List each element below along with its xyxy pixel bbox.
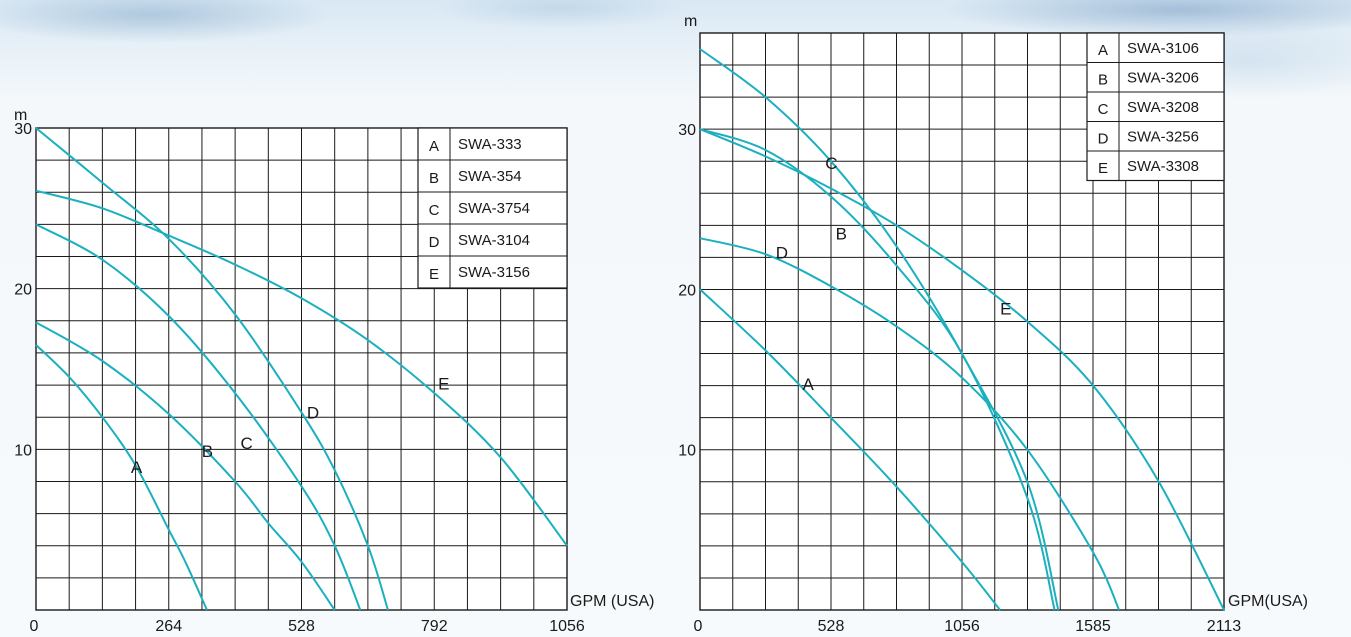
x-tick-label: 1585 <box>1075 618 1111 635</box>
y-axis-label: m <box>684 13 697 30</box>
curve-label-c: C <box>825 154 837 173</box>
series-line-c <box>699 48 1060 611</box>
legend-key: B <box>1098 71 1108 88</box>
curve-label-a: A <box>802 375 814 394</box>
y-axis-label: m <box>14 107 27 124</box>
legend-key: A <box>429 138 439 155</box>
legend-model: SWA-3106 <box>1127 40 1199 57</box>
x-tick-label: 1056 <box>549 618 585 635</box>
legend: A SWA-3106 B SWA-3206 C SWA-3208 D SWA-3256 E SWA… <box>1086 32 1225 182</box>
legend-key: E <box>1098 160 1108 177</box>
legend-model: SWA-3754 <box>458 200 530 217</box>
grid-lines <box>700 33 1224 610</box>
legend-key: E <box>429 266 439 283</box>
y-tick-label: 30 <box>14 121 32 138</box>
legend-model: SWA-3308 <box>1127 158 1199 175</box>
legend-box <box>417 127 568 289</box>
series-line-c <box>35 223 362 611</box>
plot-frame <box>35 127 568 611</box>
legend-model: SWA-3156 <box>458 264 530 281</box>
x-tick-label: 792 <box>421 618 448 635</box>
curve-label-b: B <box>836 224 847 243</box>
x-tick-label: 528 <box>818 618 845 635</box>
series-group <box>35 127 568 611</box>
y-tick-label: 10 <box>678 443 696 460</box>
curve-label-d: D <box>776 244 788 263</box>
series-line-e <box>35 189 568 547</box>
x-tick-label: 264 <box>155 618 182 635</box>
series-line-a <box>35 344 208 611</box>
series-line-b <box>35 321 336 611</box>
series-line-e <box>699 128 1225 611</box>
series-group <box>699 48 1225 611</box>
curve-label-c: C <box>241 434 253 453</box>
y-tick-label: 10 <box>14 442 32 459</box>
x-axis-label: GPM (USA) <box>570 593 654 610</box>
curve-label-e: E <box>1000 300 1011 319</box>
series-line-a <box>699 288 1001 611</box>
x-tick-label: 528 <box>288 618 315 635</box>
plot-frame <box>699 32 1225 611</box>
series-line-d <box>699 237 1121 611</box>
x-tick-label: 2113 <box>1207 618 1242 635</box>
legend-model: SWA-3256 <box>1127 128 1199 145</box>
series-line-b <box>699 128 1056 611</box>
legend-box <box>1086 32 1225 182</box>
y-tick-label: 20 <box>14 282 32 299</box>
x-tick-label: 0 <box>694 618 703 635</box>
legend-model: SWA-3208 <box>1127 99 1199 116</box>
series-line-d <box>35 127 389 611</box>
x-axis-label: GPM(USA) <box>1228 593 1308 610</box>
x-tick-label: 1056 <box>944 618 980 635</box>
y-tick-label: 30 <box>678 122 696 139</box>
legend-model: SWA-354 <box>458 168 522 185</box>
legend-key: B <box>429 170 439 187</box>
legend-model: SWA-3206 <box>1127 69 1199 86</box>
legend-model: SWA-3104 <box>458 232 530 249</box>
y-tick-label: 20 <box>678 282 696 299</box>
legend-model: SWA-333 <box>458 136 522 153</box>
legend-key: D <box>429 234 440 251</box>
legend-key: A <box>1098 42 1108 59</box>
curve-label-a: A <box>131 458 143 477</box>
x-tick-label: 0 <box>30 618 39 635</box>
legend-key: D <box>1098 130 1109 147</box>
curve-label-e: E <box>438 374 449 393</box>
curve-label-b: B <box>202 442 213 461</box>
legend-key: C <box>429 202 440 219</box>
legend-key: C <box>1098 101 1109 118</box>
legend: A SWA-333 B SWA-354 C SWA-3754 D SWA-3104 E SWA-3… <box>417 127 568 289</box>
curve-label-d: D <box>307 403 319 422</box>
